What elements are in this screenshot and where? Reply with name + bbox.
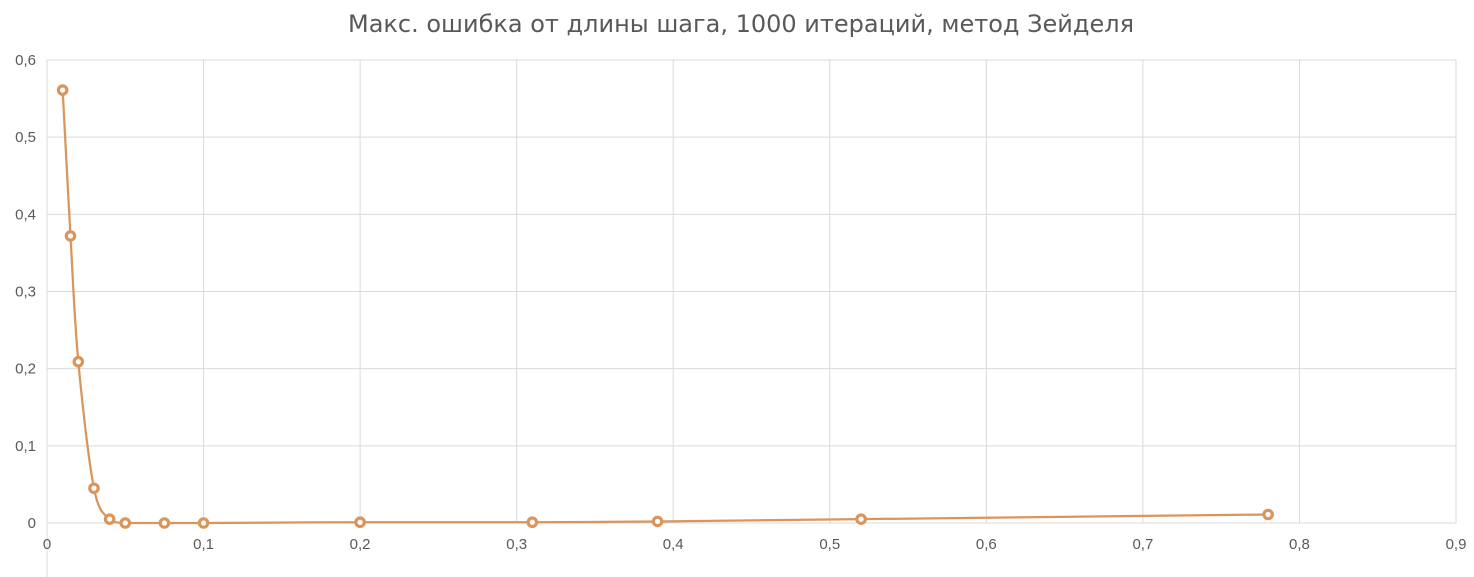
data-point-marker bbox=[103, 513, 116, 525]
gridlines bbox=[47, 59, 1457, 523]
data-point-marker bbox=[158, 517, 171, 529]
x-tick-label: 0,2 bbox=[350, 536, 371, 553]
x-tick-label: 0,3 bbox=[506, 536, 527, 553]
y-tick-label: 0,6 bbox=[15, 52, 36, 69]
x-tick-label: 0,1 bbox=[193, 536, 214, 553]
data-point-marker bbox=[72, 355, 85, 368]
y-axis-tick-labels: 0 0,1 0,2 0,3 0,4 0,5 0,6 bbox=[15, 52, 36, 532]
data-point-marker bbox=[56, 84, 69, 96]
x-tick-label: 0,5 bbox=[819, 536, 840, 553]
y-tick-label: 0,1 bbox=[15, 438, 36, 455]
y-tick-label: 0,3 bbox=[15, 284, 36, 301]
series-line bbox=[61, 88, 1270, 525]
data-point-marker bbox=[526, 516, 539, 529]
y-tick-label: 0,2 bbox=[15, 361, 36, 378]
data-point-marker bbox=[354, 516, 366, 529]
y-tick-label: 0,5 bbox=[15, 129, 36, 146]
x-tick-label: 0,8 bbox=[1289, 536, 1310, 553]
y-tick-label: 0,4 bbox=[15, 206, 36, 223]
x-tick-label: 0,9 bbox=[1446, 536, 1467, 553]
data-point-marker bbox=[1262, 508, 1274, 521]
x-tick-label: 0,4 bbox=[663, 536, 684, 553]
chart-title: Макс. ошибка от длины шага, 1000 итераци… bbox=[348, 10, 1134, 38]
x-tick-label: 0,6 bbox=[976, 536, 997, 553]
data-point-marker bbox=[855, 513, 867, 525]
data-point-marker bbox=[651, 515, 664, 528]
data-point-marker bbox=[119, 517, 132, 529]
data-point-marker bbox=[88, 482, 100, 495]
y-tick-label: 0 bbox=[28, 515, 36, 532]
data-point-marker bbox=[197, 517, 210, 529]
series-group bbox=[56, 84, 1274, 529]
x-tick-label: 0,7 bbox=[1132, 536, 1153, 553]
data-point-marker bbox=[64, 230, 77, 242]
x-tick-label: 0 bbox=[43, 536, 51, 553]
x-axis-tick-labels: 0 0,1 0,2 0,3 0,4 0,5 0,6 0,7 0,8 0,9 bbox=[43, 536, 1467, 553]
